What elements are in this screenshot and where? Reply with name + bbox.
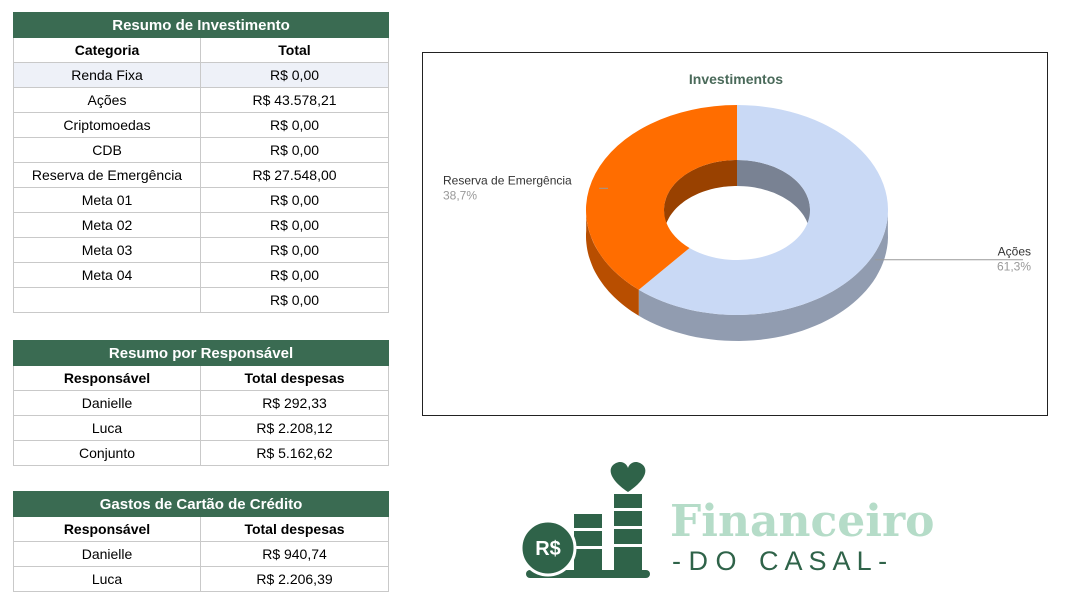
cell-name[interactable]: Danielle bbox=[13, 390, 201, 416]
table-row: Luca R$ 2.206,39 bbox=[13, 566, 390, 592]
heart-icon bbox=[610, 461, 646, 492]
responsible-summary-title: Resumo por Responsável bbox=[13, 340, 389, 366]
logo-bar-2-line bbox=[614, 508, 642, 511]
cell-category[interactable]: Renda Fixa bbox=[13, 62, 201, 88]
logo-graphic: R$ Financeiro - D O C A S A L - bbox=[519, 461, 934, 578]
column-header-category: Categoria bbox=[13, 37, 201, 63]
table-row: Meta 04 R$ 0,00 bbox=[13, 262, 390, 288]
donut-inner-wall-1 bbox=[664, 160, 737, 239]
column-header-total-expenses: Total despesas bbox=[199, 516, 390, 542]
table-row: Reserva de Emergência R$ 27.548,00 bbox=[13, 162, 390, 188]
responsible-summary-table: Resumo por Responsável Responsável Total… bbox=[13, 340, 389, 466]
cell-category[interactable]: Meta 04 bbox=[13, 262, 201, 288]
cell-total[interactable]: R$ 2.208,12 bbox=[200, 415, 389, 441]
cell-total[interactable]: R$ 2.206,39 bbox=[199, 566, 390, 592]
investment-summary-title: Resumo de Investimento bbox=[12, 12, 390, 38]
cell-total[interactable]: R$ 0,00 bbox=[199, 112, 390, 138]
coin-symbol: R$ bbox=[535, 538, 561, 560]
investment-summary-table: Resumo de Investimento Categoria Total R… bbox=[12, 12, 390, 313]
cell-category[interactable]: Meta 01 bbox=[13, 187, 201, 213]
credit-card-table: Gastos de Cartão de Crédito Responsável … bbox=[12, 491, 390, 592]
logo-bar-2-line bbox=[614, 526, 642, 529]
cell-total[interactable]: R$ 0,00 bbox=[199, 287, 390, 313]
table-row: Meta 01 R$ 0,00 bbox=[13, 187, 390, 213]
cell-category[interactable]: Ações bbox=[13, 87, 201, 113]
donut-inner-wall-0 bbox=[737, 160, 810, 237]
cell-name[interactable]: Luca bbox=[13, 566, 201, 592]
donut-wall-0 bbox=[638, 206, 888, 341]
cell-total[interactable]: R$ 940,74 bbox=[199, 541, 390, 567]
cell-category[interactable]: Criptomoedas bbox=[13, 112, 201, 138]
cell-category[interactable]: Meta 03 bbox=[13, 237, 201, 263]
table-row: Danielle R$ 292,33 bbox=[13, 390, 389, 416]
cell-total[interactable]: R$ 0,00 bbox=[199, 212, 390, 238]
logo-bar-1-line bbox=[574, 528, 602, 531]
column-header-total-expenses: Total despesas bbox=[200, 365, 389, 391]
table-row: Conjunto R$ 5.162,62 bbox=[13, 440, 389, 466]
cell-total[interactable]: R$ 0,00 bbox=[199, 137, 390, 163]
logo-word-financeiro: Financeiro bbox=[670, 496, 934, 547]
donut-slice-1[interactable] bbox=[586, 105, 737, 290]
cell-total[interactable]: R$ 0,00 bbox=[199, 187, 390, 213]
credit-card-title: Gastos de Cartão de Crédito bbox=[12, 491, 390, 517]
logo-bar-2-line bbox=[614, 544, 642, 547]
financeiro-do-casal-logo: R$ Financeiro - D O C A S A L - bbox=[518, 458, 968, 588]
table-row: R$ 0,00 bbox=[13, 287, 390, 313]
slice-label-name: Reserva de Emergência bbox=[443, 173, 572, 187]
column-header-responsible: Responsável bbox=[13, 365, 201, 391]
investments-chart[interactable]: Investimentos Ações 61,3% Reserva de Emerg… bbox=[422, 52, 1048, 416]
logo-word-do-casal: - D O C A S A L - bbox=[672, 546, 887, 576]
cell-category[interactable]: CDB bbox=[13, 137, 201, 163]
cell-total[interactable]: R$ 27.548,00 bbox=[199, 162, 390, 188]
cell-name[interactable]: Conjunto bbox=[13, 440, 201, 466]
table-row: Ações R$ 43.578,21 bbox=[13, 87, 390, 113]
cell-category[interactable]: Meta 02 bbox=[13, 212, 201, 238]
cell-name[interactable]: Danielle bbox=[13, 541, 201, 567]
cell-total[interactable]: R$ 43.578,21 bbox=[199, 87, 390, 113]
logo-bar-1-line bbox=[574, 546, 602, 549]
cell-category[interactable]: Reserva de Emergência bbox=[13, 162, 201, 188]
table-row: Meta 03 R$ 0,00 bbox=[13, 237, 390, 263]
cell-total[interactable]: R$ 0,00 bbox=[199, 62, 390, 88]
table-row: Danielle R$ 940,74 bbox=[13, 541, 390, 567]
table-row: Criptomoedas R$ 0,00 bbox=[13, 112, 390, 138]
table-row: CDB R$ 0,00 bbox=[13, 137, 390, 163]
table-row: Luca R$ 2.208,12 bbox=[13, 415, 389, 441]
cell-total[interactable]: R$ 5.162,62 bbox=[200, 440, 389, 466]
cell-total[interactable]: R$ 0,00 bbox=[199, 262, 390, 288]
chart-title: Investimentos bbox=[689, 71, 783, 87]
column-header-total: Total bbox=[199, 37, 390, 63]
cell-total[interactable]: R$ 0,00 bbox=[199, 237, 390, 263]
cell-total[interactable]: R$ 292,33 bbox=[200, 390, 389, 416]
cell-category[interactable] bbox=[13, 287, 201, 313]
slice-label-percent: 61,3% bbox=[997, 260, 1031, 274]
slice-label-percent: 38,7% bbox=[443, 188, 477, 202]
donut-slice-0[interactable] bbox=[638, 105, 888, 315]
table-row: Meta 02 R$ 0,00 bbox=[13, 212, 390, 238]
table-row: Renda Fixa R$ 0,00 bbox=[13, 62, 390, 88]
donut-wall-1 bbox=[586, 204, 639, 316]
logo-bar-2 bbox=[614, 494, 642, 572]
slice-label-name: Ações bbox=[998, 245, 1031, 259]
logo-bar-1 bbox=[574, 514, 602, 572]
column-header-responsible: Responsável bbox=[13, 516, 201, 542]
cell-name[interactable]: Luca bbox=[13, 415, 201, 441]
coin-icon bbox=[519, 519, 577, 577]
